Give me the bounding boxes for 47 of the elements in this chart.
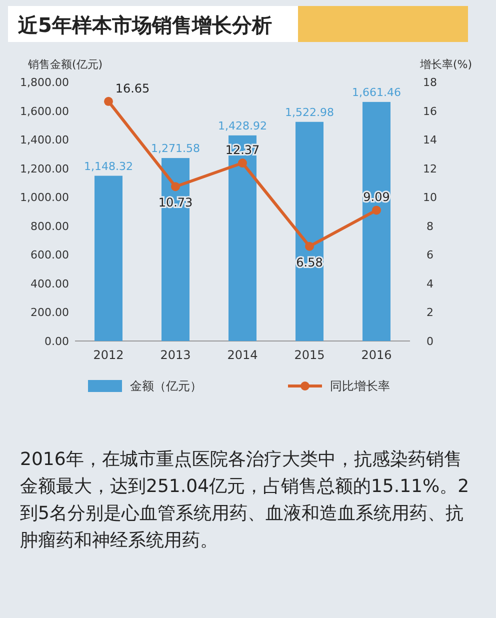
point xyxy=(372,206,381,215)
y-axis-title: 销售金额(亿元) xyxy=(27,58,103,71)
x-tick-label: 2013 xyxy=(160,348,191,362)
data-label: 9.09 xyxy=(363,190,390,204)
point xyxy=(104,96,113,106)
y2-tick-label: 12 xyxy=(423,162,437,176)
x-tick-label: 2016 xyxy=(361,348,392,362)
y2-tick-label: 8 xyxy=(426,220,434,233)
x-tick-label: 2014 xyxy=(227,348,258,362)
y2-tick-label: 18 xyxy=(423,76,437,89)
bar xyxy=(362,102,390,341)
y-tick-label: 400.00 xyxy=(30,277,69,290)
point xyxy=(305,242,314,251)
y2-tick-label: 16 xyxy=(423,104,437,118)
y-tick-label: 800.00 xyxy=(30,220,69,233)
y-tick-label: 200.00 xyxy=(30,306,69,320)
y2-tick-label: 2 xyxy=(426,306,434,320)
x-tick-label: 2012 xyxy=(93,348,124,362)
y-tick-label: 1,200.00 xyxy=(20,162,69,176)
data-label: 1,148.32 xyxy=(84,160,133,173)
data-label: 1,661.46 xyxy=(352,86,401,99)
y-tick-label: 1,800.00 xyxy=(20,76,69,89)
y2-tick-label: 14 xyxy=(423,134,437,147)
y2-tick-label: 0 xyxy=(426,335,434,348)
y-tick-label: 1,400.00 xyxy=(20,134,69,147)
y-tick-label: 1,600.00 xyxy=(20,104,69,118)
y2-tick-label: 6 xyxy=(426,248,434,262)
data-label: 6.58 xyxy=(296,255,323,270)
chart-title: 近5年样本市场销售增长分析 xyxy=(17,13,272,37)
y-tick-label: 0.00 xyxy=(44,335,69,348)
legend-label: 同比增长率 xyxy=(330,379,390,393)
data-label: 1,522.98 xyxy=(285,106,334,119)
y-tick-label: 1,000.00 xyxy=(20,191,69,204)
point xyxy=(171,182,180,192)
y2-tick-label: 4 xyxy=(426,277,434,290)
data-label: 1,428.92 xyxy=(218,119,267,132)
text: 2016年，在城市重点医院各治疗大类中，抗感染药销售金额最大，达到251.04亿元，占销售总额的15.11%。2到5名分别是心血管系统用药、血液和造血系统用药、抗肿瘤药和神经系统用药。 xyxy=(20,448,470,553)
bar xyxy=(94,176,122,341)
data-label: 1,271.58 xyxy=(151,142,200,156)
legend-label: 金额（亿元） xyxy=(130,379,202,393)
data-label: 16.65 xyxy=(115,81,150,96)
y2-axis-title: 增长率(%) xyxy=(418,58,472,71)
bar xyxy=(296,122,324,341)
point xyxy=(238,158,247,168)
x-tick-label: 2015 xyxy=(294,348,325,362)
y-tick-label: 600.00 xyxy=(30,248,69,262)
y2-tick-label: 10 xyxy=(423,191,437,204)
